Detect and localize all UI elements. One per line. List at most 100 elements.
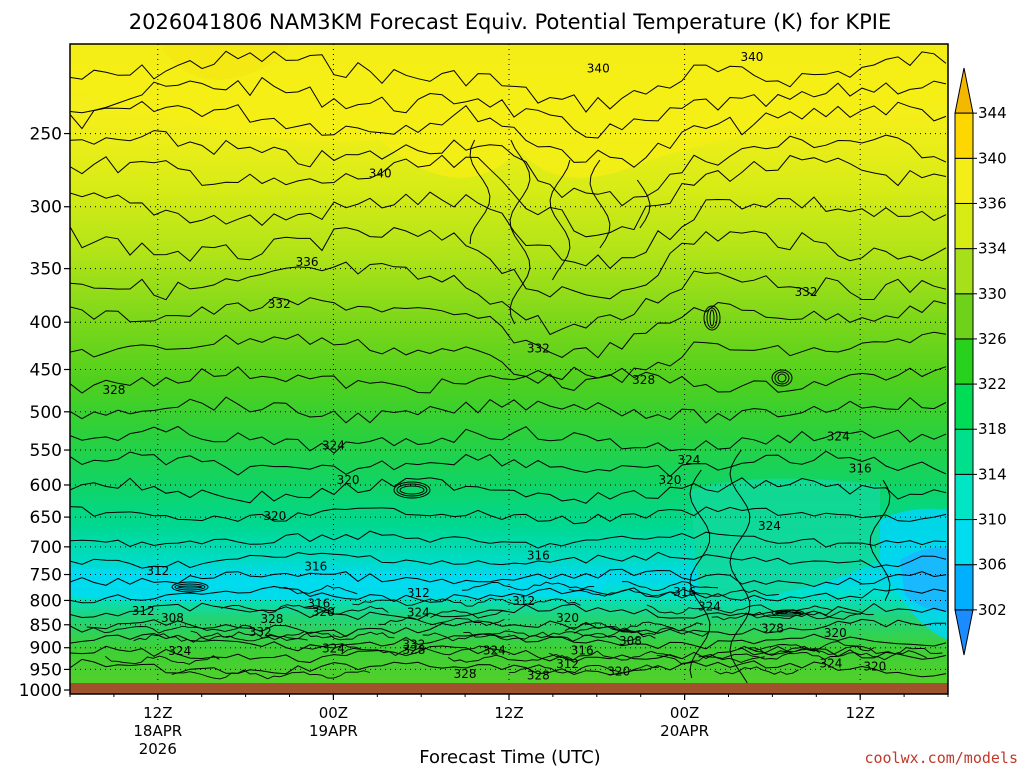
contour-label: 312 [146,564,169,578]
contour-label: 316 [571,643,594,657]
contour-line [745,609,860,620]
contour-line [656,654,765,664]
blob-upper-yellow [70,44,948,178]
contour-label: 328 [260,612,283,626]
contour-label: 312 [132,604,155,618]
blob-cyan-band-left [70,568,610,602]
colorbar-triangle-high [954,67,974,114]
colorbar-label: 302 [978,601,1007,619]
colorbar-label: 336 [978,194,1007,212]
contour-loop [177,585,203,589]
contour-label: 340 [740,50,763,64]
contour-line [714,666,799,675]
contour-label: 336 [296,255,319,269]
contour-label: 332 [795,285,818,299]
contour-line [869,479,891,601]
contour-line [549,159,571,281]
contour-loop [703,305,721,331]
y-tick-label: 800 [30,591,62,611]
contour-label: 324 [698,599,721,613]
contour-line [171,669,370,680]
contour-line [378,616,505,626]
contour-loop [396,483,428,497]
contour-label: 324 [322,641,345,655]
terrain-strip [70,683,948,694]
contour-label: 340 [369,167,392,181]
contour-line [70,506,947,525]
contour-label: 332 [249,625,272,639]
colorbar-swatch [954,428,974,475]
colorbar-swatch [954,564,974,611]
contour-label: 332 [527,341,550,355]
contour-label: 320 [824,626,847,640]
contour-line [341,645,498,657]
chart-title: 2026041806 NAM3KM Forecast Equiv. Potent… [129,10,891,34]
y-tick-label: 500 [30,403,62,423]
x-tick-label: 12Z [494,704,523,722]
colorbar-label: 334 [978,240,1007,258]
contour-line [70,632,947,652]
contour-line [70,450,947,478]
contour-line [70,530,947,549]
blob-blue-right [900,547,948,612]
contour-loop [174,583,206,591]
contour-label: 320 [312,605,335,619]
contour-line [636,179,651,229]
colorbar-swatch [954,519,974,566]
contour-label: 320 [607,664,630,678]
contour-line [268,631,395,641]
x-axis-title: Forecast Time (UTC) [419,747,600,768]
contour-line [86,624,255,634]
contour-line [70,331,947,392]
contour-label: 308 [619,634,642,648]
y-tick-label: 650 [30,508,62,528]
x-tick-label: 20APR [660,722,709,740]
y-tick-label: 900 [30,639,62,659]
contour-line [70,425,947,454]
colorbar-label: 310 [978,511,1007,529]
contour-label: 324 [483,643,506,657]
contour-loop [393,481,431,499]
contour-line [747,647,821,656]
contour-label: 328 [527,669,550,683]
colorbar-label: 326 [978,330,1007,348]
x-tick-label: 12Z [143,704,172,722]
contour-line [70,261,947,336]
contour-label: 316 [307,596,330,610]
colorbar-swatch [954,248,974,295]
contour-line [508,664,659,674]
contour-line [589,159,611,249]
contour-line [70,477,947,504]
contour-label: 324 [678,453,701,467]
contour-label: 320 [556,611,579,625]
contour-line [70,296,947,359]
contour-label: 324 [322,438,345,452]
contour-label: 320 [659,473,682,487]
contour-line [462,581,595,591]
y-tick-label: 1000 [19,681,62,701]
y-tick-label: 850 [30,616,62,636]
colorbar-swatch [954,383,974,430]
colorbar-label: 314 [978,465,1007,483]
x-tick-label: 18APR [133,722,182,740]
colorbar-swatch [954,473,974,521]
contour-label: 328 [632,373,655,387]
colorbar-triangle-low [954,609,974,656]
contour-line [612,627,709,637]
x-tick-label: 19APR [309,722,358,740]
contour-label: 320 [337,473,360,487]
contour-label: 328 [761,621,784,635]
y-axis: 250 300 350 400 450 500 550 600 650 700 750 800 850 9… [19,125,70,701]
colorbar-label: 344 [978,104,1007,122]
contour-loop [771,609,805,617]
contour-labels: 3403403403363323323323283283243243243243… [102,50,886,683]
contour-label: 328 [102,383,125,397]
contour-label: 308 [161,611,184,625]
contour-line [469,139,491,245]
contour-line [729,449,751,691]
x-tick-label: 2026 [139,740,177,758]
contour-loop [709,309,715,327]
contour-label: 332 [268,297,291,311]
